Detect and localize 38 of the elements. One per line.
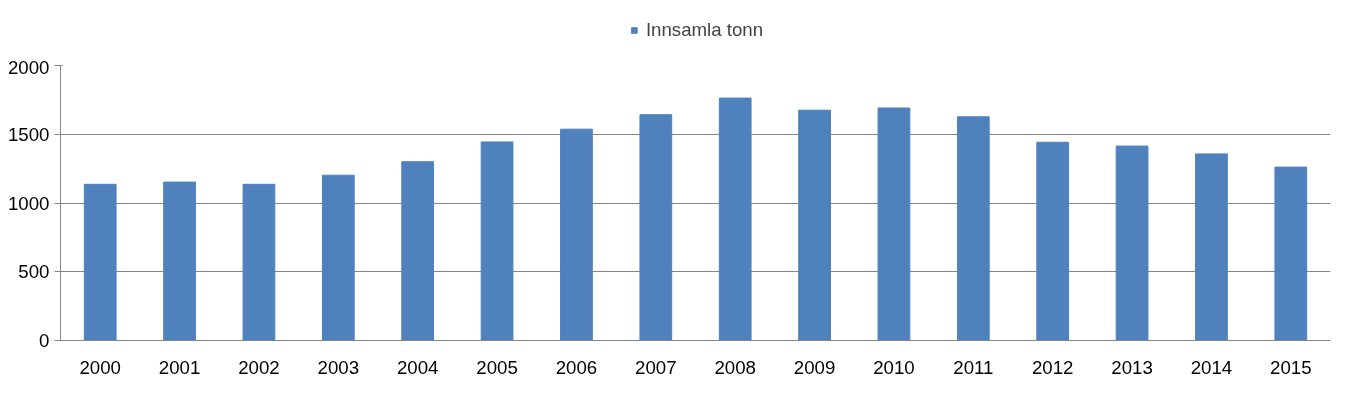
x-tick-label: 2003 <box>317 356 360 378</box>
bar <box>718 97 752 341</box>
legend-label: Innsamla tonn <box>645 19 764 41</box>
bar <box>83 183 117 341</box>
bar <box>1036 141 1070 341</box>
bar <box>639 114 673 341</box>
x-tick-label: 2011 <box>953 356 994 378</box>
bar <box>242 183 276 341</box>
x-tick-label: 2002 <box>238 356 280 378</box>
x-tick-label: 2005 <box>476 356 518 378</box>
bar <box>1274 166 1308 341</box>
x-tick-label: 2001 <box>158 356 201 378</box>
bar <box>560 128 593 341</box>
bar <box>798 109 831 341</box>
x-tick-label: 2013 <box>1111 356 1153 378</box>
x-tick-label: 2008 <box>714 356 756 378</box>
y-tick-label: 1500 <box>8 123 50 145</box>
x-tick-label: 2007 <box>635 356 677 378</box>
y-tick-label: 2000 <box>8 56 50 78</box>
bar <box>480 141 514 341</box>
bar <box>1115 145 1149 341</box>
y-tick-label: 1000 <box>8 192 50 214</box>
x-tick-label: 2010 <box>873 356 915 378</box>
x-tick-label: 2014 <box>1190 356 1233 378</box>
x-tick-label: 2000 <box>79 356 121 378</box>
x-tick-label: 2006 <box>555 356 598 378</box>
y-tick-label: 500 <box>18 261 50 283</box>
bar <box>1195 153 1228 341</box>
bar <box>401 161 435 341</box>
bar <box>877 107 911 341</box>
y-tick-label: 0 <box>39 330 50 351</box>
bar <box>321 174 355 341</box>
x-tick-label: 2009 <box>793 356 836 378</box>
x-tick-label: 2012 <box>1031 356 1074 378</box>
x-tick-label: 2004 <box>396 356 439 378</box>
bar <box>956 116 990 341</box>
bar <box>163 181 196 341</box>
x-tick-label: 2015 <box>1270 356 1312 378</box>
